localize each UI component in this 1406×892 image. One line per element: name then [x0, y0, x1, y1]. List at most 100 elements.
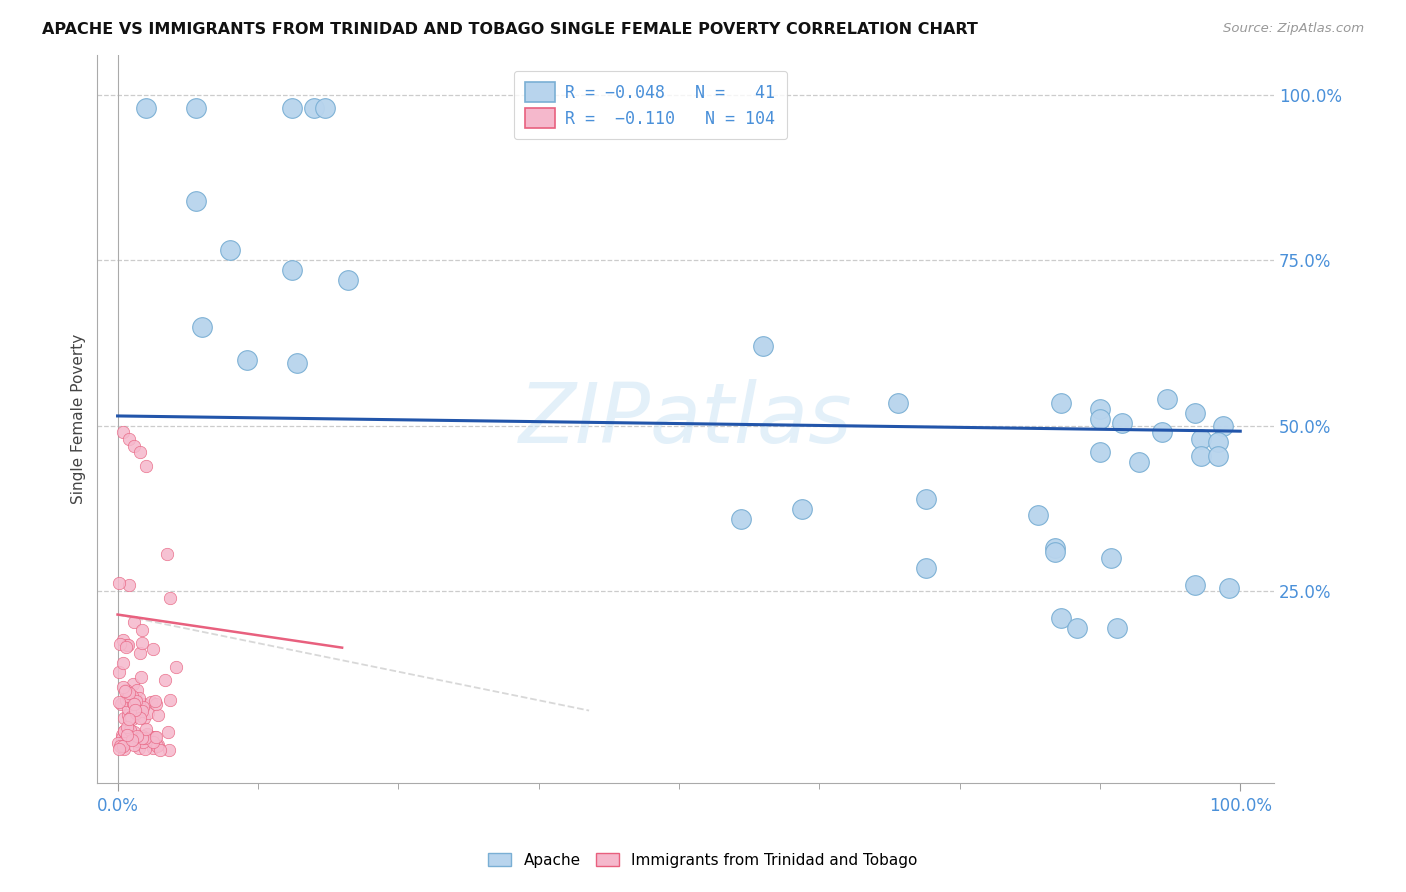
Point [135, 727, 157, 741]
Point [112, 741, 135, 756]
Legend: R = −0.048   N =   41, R =  −0.110   N = 104: R = −0.048 N = 41, R = −0.110 N = 104 [513, 70, 787, 139]
Point [131, 700, 153, 714]
Point [142, 642, 165, 657]
Point [128, 731, 150, 746]
Point [146, 738, 169, 752]
Point [114, 733, 136, 747]
Point [110, 697, 132, 711]
Point [108, 695, 131, 709]
Point [191, 319, 214, 334]
Point [1206, 449, 1229, 463]
Point [1184, 406, 1206, 420]
Point [112, 711, 135, 725]
Point [153, 673, 176, 687]
Point [114, 683, 136, 698]
Point [122, 615, 145, 630]
Point [159, 693, 181, 707]
Point [111, 680, 134, 694]
Point [125, 729, 148, 743]
Point [1212, 418, 1234, 433]
Point [1189, 449, 1212, 463]
Point [1088, 412, 1111, 426]
Point [285, 356, 308, 370]
Point [117, 638, 139, 652]
Point [1043, 541, 1066, 556]
Point [111, 739, 134, 753]
Point [111, 728, 134, 742]
Point [1156, 392, 1178, 407]
Point [146, 739, 169, 754]
Point [792, 501, 814, 516]
Point [121, 712, 143, 726]
Point [107, 575, 129, 590]
Point [131, 636, 153, 650]
Point [122, 725, 145, 739]
Point [314, 101, 336, 115]
Point [142, 741, 165, 756]
Point [120, 710, 142, 724]
Point [124, 439, 146, 453]
Point [1049, 395, 1071, 409]
Point [1088, 445, 1111, 459]
Point [125, 706, 148, 721]
Point [302, 101, 325, 115]
Point [135, 458, 157, 473]
Point [1043, 544, 1066, 558]
Point [117, 689, 139, 703]
Legend: Apache, Immigrants from Trinidad and Tobago: Apache, Immigrants from Trinidad and Tob… [481, 845, 925, 875]
Point [1128, 455, 1150, 469]
Point [148, 743, 170, 757]
Point [887, 395, 910, 409]
Text: ZIPatlas: ZIPatlas [519, 379, 852, 459]
Point [125, 691, 148, 706]
Point [127, 734, 149, 748]
Point [121, 677, 143, 691]
Point [135, 722, 157, 736]
Point [128, 699, 150, 714]
Point [129, 711, 152, 725]
Point [108, 637, 131, 651]
Point [108, 739, 131, 753]
Point [129, 646, 152, 660]
Point [752, 339, 775, 353]
Point [110, 739, 132, 753]
Point [1066, 621, 1088, 635]
Point [145, 731, 167, 745]
Text: APACHE VS IMMIGRANTS FROM TRINIDAD AND TOBAGO SINGLE FEMALE POVERTY CORRELATION : APACHE VS IMMIGRANTS FROM TRINIDAD AND T… [42, 22, 979, 37]
Point [125, 694, 148, 708]
Point [108, 665, 131, 679]
Point [159, 591, 181, 606]
Point [111, 731, 134, 745]
Point [115, 722, 138, 736]
Point [139, 695, 162, 709]
Point [121, 689, 143, 703]
Point [117, 707, 139, 722]
Point [118, 685, 141, 699]
Point [129, 670, 152, 684]
Point [107, 742, 129, 756]
Point [117, 702, 139, 716]
Point [131, 731, 153, 745]
Point [218, 244, 240, 258]
Point [112, 723, 135, 738]
Point [112, 724, 135, 739]
Point [156, 547, 179, 561]
Point [131, 624, 153, 638]
Point [1111, 416, 1133, 430]
Point [135, 101, 157, 115]
Point [120, 723, 142, 738]
Point [117, 638, 139, 652]
Point [141, 730, 163, 744]
Point [118, 731, 141, 745]
Point [131, 735, 153, 749]
Point [114, 693, 136, 707]
Point [145, 697, 167, 711]
Point [186, 101, 208, 115]
Point [107, 736, 129, 750]
Point [1099, 551, 1122, 566]
Y-axis label: Single Female Poverty: Single Female Poverty [72, 334, 86, 504]
Point [142, 735, 165, 749]
Point [131, 731, 153, 745]
Point [1189, 432, 1212, 446]
Point [121, 696, 143, 710]
